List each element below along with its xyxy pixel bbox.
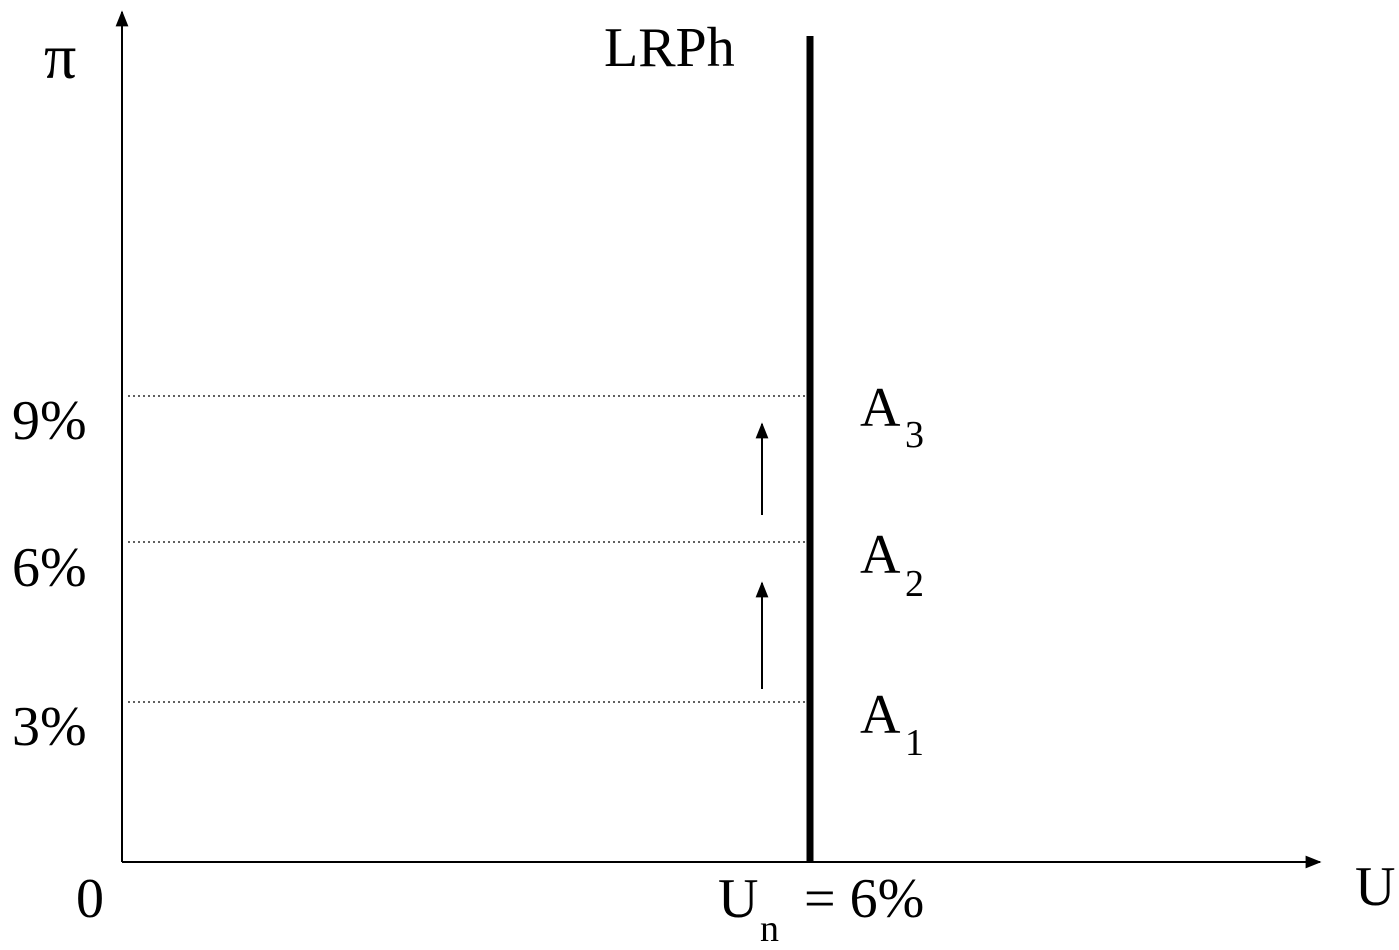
point-label-a1: A 1	[860, 684, 924, 764]
svg-text:3: 3	[905, 414, 924, 456]
y-axis-label: π	[44, 21, 76, 92]
svg-text:= 6%: = 6%	[790, 868, 924, 930]
x-axis-label: U	[1355, 856, 1395, 918]
svg-text:A: A	[860, 684, 901, 746]
svg-text:A: A	[860, 524, 901, 586]
y-tick-label-6: 6%	[12, 537, 87, 599]
svg-text:1: 1	[905, 722, 924, 764]
svg-text:U: U	[718, 868, 758, 930]
svg-text:n: n	[760, 908, 779, 945]
svg-text:2: 2	[905, 563, 924, 605]
lrph-label: LRPh	[604, 17, 735, 79]
point-label-a2: A 2	[860, 524, 924, 605]
y-tick-label-9: 9%	[12, 390, 87, 452]
y-tick-label-3: 3%	[12, 696, 87, 758]
origin-label: 0	[76, 868, 104, 930]
point-label-a3: A 3	[860, 377, 924, 456]
natural-rate-label: U n = 6%	[718, 868, 924, 950]
svg-text:A: A	[860, 377, 901, 439]
